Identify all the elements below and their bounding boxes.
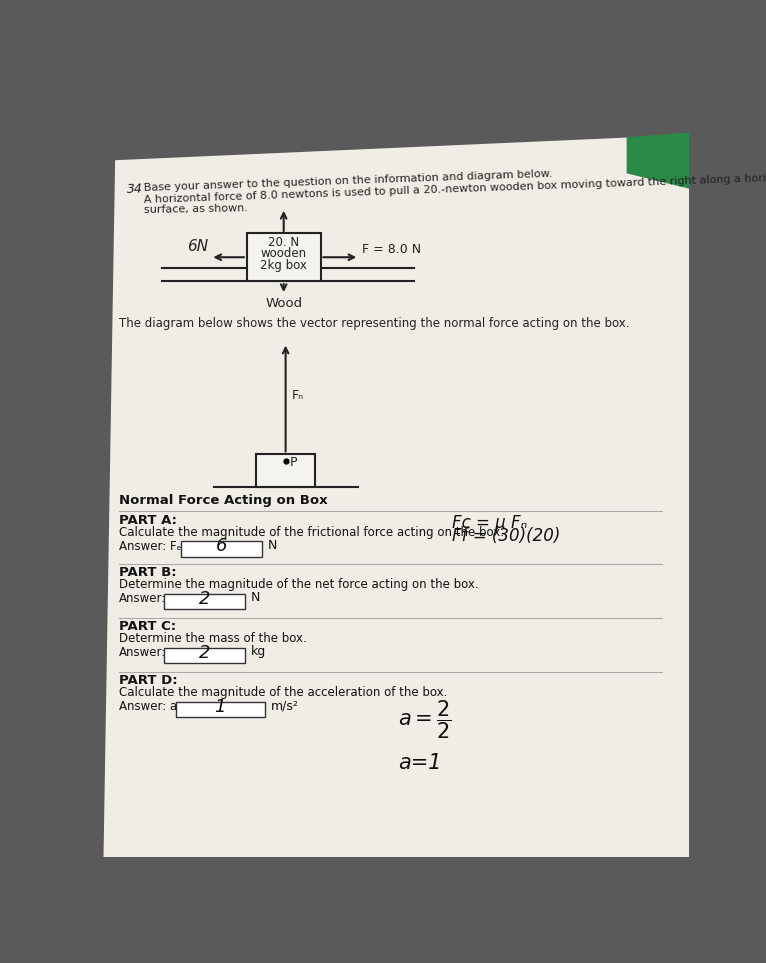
Bar — [164, 648, 245, 664]
Text: Answer:: Answer: — [119, 592, 166, 605]
Polygon shape — [627, 133, 689, 189]
Text: N: N — [250, 591, 260, 605]
Text: 1: 1 — [214, 697, 225, 716]
Text: 2: 2 — [198, 643, 210, 662]
Bar — [247, 233, 320, 281]
Text: Normal Force Acting on Box: Normal Force Acting on Box — [119, 494, 328, 508]
Bar — [175, 701, 265, 716]
Bar — [181, 541, 263, 557]
Text: Calculate the magnitude of the acceleration of the box.: Calculate the magnitude of the accelerat… — [119, 687, 447, 699]
Text: A horizontal force of 8.0 newtons is used to pull a 20.-newton wooden box moving: A horizontal force of 8.0 newtons is use… — [144, 170, 766, 204]
Text: Ff = (30)(20): Ff = (30)(20) — [452, 528, 561, 545]
Text: Answer: Fₑ=: Answer: Fₑ= — [119, 540, 192, 553]
Text: 6: 6 — [215, 537, 227, 556]
Text: kg: kg — [250, 645, 266, 659]
Text: Answer: a =: Answer: a = — [119, 700, 191, 713]
Text: a=1: a=1 — [398, 752, 441, 772]
Text: surface, as shown.: surface, as shown. — [144, 203, 248, 216]
Text: PART C:: PART C: — [119, 620, 176, 633]
Text: PART B:: PART B: — [119, 566, 177, 579]
Text: 20. N: 20. N — [268, 237, 300, 249]
Text: 34: 34 — [126, 182, 143, 195]
Text: m/s²: m/s² — [271, 699, 299, 713]
Text: PART D:: PART D: — [119, 674, 178, 687]
Text: Determine the magnitude of the net force acting on the box.: Determine the magnitude of the net force… — [119, 579, 479, 591]
Bar — [256, 455, 315, 486]
Text: Determine the mass of the box.: Determine the mass of the box. — [119, 633, 306, 645]
Text: 2kg box: 2kg box — [260, 259, 307, 272]
Text: Fc = μ Fₙ: Fc = μ Fₙ — [452, 513, 528, 532]
Text: 2: 2 — [198, 589, 210, 608]
Bar — [164, 594, 245, 610]
Text: Wood: Wood — [265, 297, 303, 309]
Text: 6N: 6N — [187, 239, 208, 254]
Text: Calculate the magnitude of the frictional force acting on the box.: Calculate the magnitude of the frictiona… — [119, 526, 504, 539]
Text: Fₙ: Fₙ — [292, 389, 304, 402]
Polygon shape — [103, 135, 689, 857]
Text: PART A:: PART A: — [119, 513, 177, 527]
Text: F = 8.0 N: F = 8.0 N — [362, 244, 421, 256]
Text: P: P — [290, 455, 297, 469]
Text: Base your answer to the question on the information and diagram below.: Base your answer to the question on the … — [144, 169, 553, 193]
Text: $a = \dfrac{2}{2}$: $a = \dfrac{2}{2}$ — [398, 698, 452, 742]
Text: The diagram below shows the vector representing the normal force acting on the b: The diagram below shows the vector repre… — [119, 318, 630, 330]
Text: N: N — [268, 539, 277, 552]
Text: Answer:: Answer: — [119, 646, 166, 659]
Text: wooden: wooden — [260, 247, 306, 260]
